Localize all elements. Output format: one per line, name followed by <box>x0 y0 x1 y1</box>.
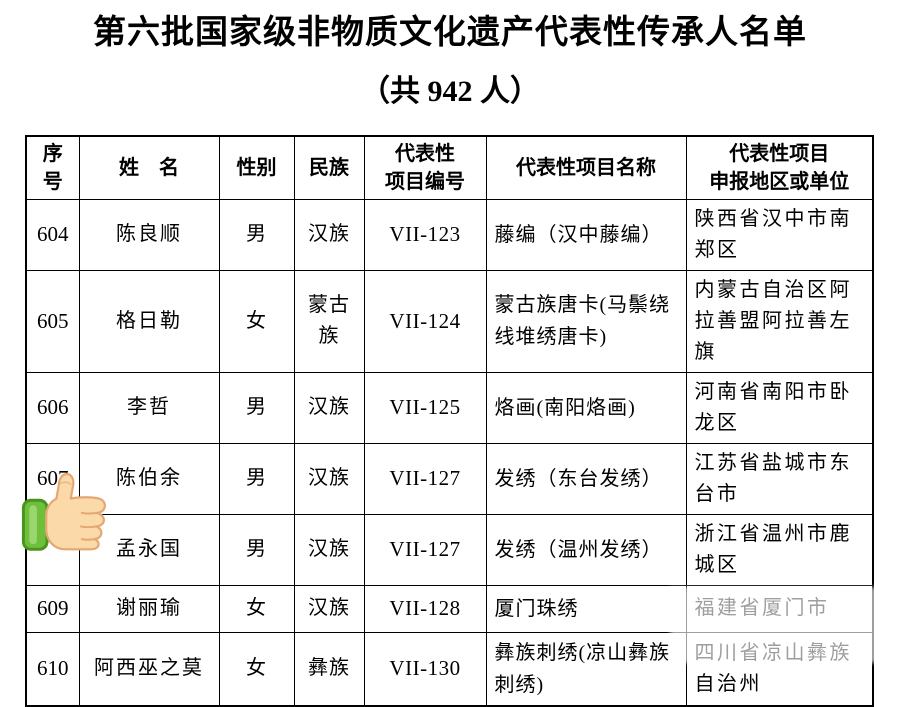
cell-ethnicity: 汉族 <box>293 584 365 633</box>
cell-ethnicity: 蒙古族 <box>293 269 365 373</box>
cell-ethnicity: 汉族 <box>293 371 365 444</box>
cell-name: 陈伯余 <box>78 442 220 515</box>
cell-gender: 女 <box>218 584 295 633</box>
cell-ethnicity: 汉族 <box>293 442 365 515</box>
col-header-gender: 性别 <box>218 135 295 200</box>
col-header-name: 姓 名 <box>78 135 220 200</box>
cell-project-name: 蒙古族唐卡(马鬃绕线堆绣唐卡) <box>485 269 687 373</box>
cell-name: 谢丽瑜 <box>78 584 220 633</box>
table-row: 605 格日勒 女 蒙古族 VII-124 蒙古族唐卡(马鬃绕线堆绣唐卡) 内蒙… <box>25 269 874 373</box>
inheritors-table: 序 号 姓 名 性别 民族 代表性 项目编号 代表性项目名称 代表性项目 申报地… <box>25 135 874 707</box>
cell-gender: 女 <box>218 269 295 373</box>
cell-gender: 女 <box>218 631 295 706</box>
cell-name: 阿西巫之莫 <box>78 631 220 706</box>
thumbs-up-sticker <box>21 463 107 551</box>
col-header-serial: 序 号 <box>25 135 80 200</box>
cell-gender: 男 <box>218 442 295 515</box>
cell-project-name: 厦门珠绣 <box>485 584 687 633</box>
cell-project-name: 烙画(南阳烙画) <box>485 371 687 444</box>
cell-region: 河南省南阳市卧龙区 <box>685 371 874 444</box>
cell-project-name: 藤编（汉中藤编） <box>485 198 687 271</box>
table-row: 607 陈伯余 男 汉族 VII-127 发绣（东台发绣） 江苏省盐城市东台市 <box>25 442 874 515</box>
cell-ethnicity: 汉族 <box>293 513 365 586</box>
cell-project-code: VII-127 <box>363 513 487 586</box>
cell-gender: 男 <box>218 371 295 444</box>
cell-gender: 男 <box>218 198 295 271</box>
cell-name: 格日勒 <box>78 269 220 373</box>
cell-project-code: VII-127 <box>363 442 487 515</box>
cell-region: 江苏省盐城市东台市 <box>685 442 874 515</box>
cell-region: 内蒙古自治区阿拉善盟阿拉善左旗 <box>685 269 874 373</box>
cell-serial: 604 <box>25 198 80 271</box>
cell-name: 陈良顺 <box>78 198 220 271</box>
table-row: 610 阿西巫之莫 女 彝族 VII-130 彝族刺绣(凉山彝族刺绣) 四川省凉… <box>25 631 874 706</box>
cell-project-code: VII-123 <box>363 198 487 271</box>
cell-serial: 609 <box>25 584 80 633</box>
cell-region: 福建省厦门市 <box>685 584 874 633</box>
table-header-row: 序 号 姓 名 性别 民族 代表性 项目编号 代表性项目名称 代表性项目 申报地… <box>25 135 874 200</box>
table-row: 孟永国 男 汉族 VII-127 发绣（温州发绣） 浙江省温州市鹿城区 <box>25 513 874 586</box>
col-header-ethnicity: 民族 <box>293 135 365 200</box>
thumbs-up-icon <box>21 472 106 551</box>
table-row: 606 李哲 男 汉族 VII-125 烙画(南阳烙画) 河南省南阳市卧龙区 <box>25 371 874 444</box>
cell-project-code: VII-128 <box>363 584 487 633</box>
cell-project-code: VII-130 <box>363 631 487 706</box>
col-header-project-name: 代表性项目名称 <box>485 135 687 200</box>
cell-region: 陕西省汉中市南郑区 <box>685 198 874 271</box>
cell-serial: 606 <box>25 371 80 444</box>
cell-name: 孟永国 <box>78 513 220 586</box>
cell-ethnicity: 汉族 <box>293 198 365 271</box>
col-header-declaring-region: 代表性项目 申报地区或单位 <box>685 135 874 200</box>
cell-project-name: 发绣（东台发绣） <box>485 442 687 515</box>
page-subtitle: （共 942 人） <box>360 75 540 108</box>
cell-serial: 605 <box>25 269 80 373</box>
cell-name: 李哲 <box>78 371 220 444</box>
cell-serial: 610 <box>25 631 80 706</box>
table-row: 604 陈良顺 男 汉族 VII-123 藤编（汉中藤编） 陕西省汉中市南郑区 <box>25 198 874 271</box>
cell-gender: 男 <box>218 513 295 586</box>
cell-region: 四川省凉山彝族自治州 <box>685 631 874 706</box>
cell-region: 浙江省温州市鹿城区 <box>685 513 874 586</box>
table-row: 609 谢丽瑜 女 汉族 VII-128 厦门珠绣 福建省厦门市 <box>25 584 874 633</box>
cell-project-name: 彝族刺绣(凉山彝族刺绣) <box>485 631 687 706</box>
cell-project-code: VII-125 <box>363 371 487 444</box>
cell-project-code: VII-124 <box>363 269 487 373</box>
col-header-project-code: 代表性 项目编号 <box>363 135 487 200</box>
page-title: 第六批国家级非物质文化遗产代表性传承人名单 <box>93 15 807 51</box>
cell-ethnicity: 彝族 <box>293 631 365 706</box>
cell-project-name: 发绣（温州发绣） <box>485 513 687 586</box>
